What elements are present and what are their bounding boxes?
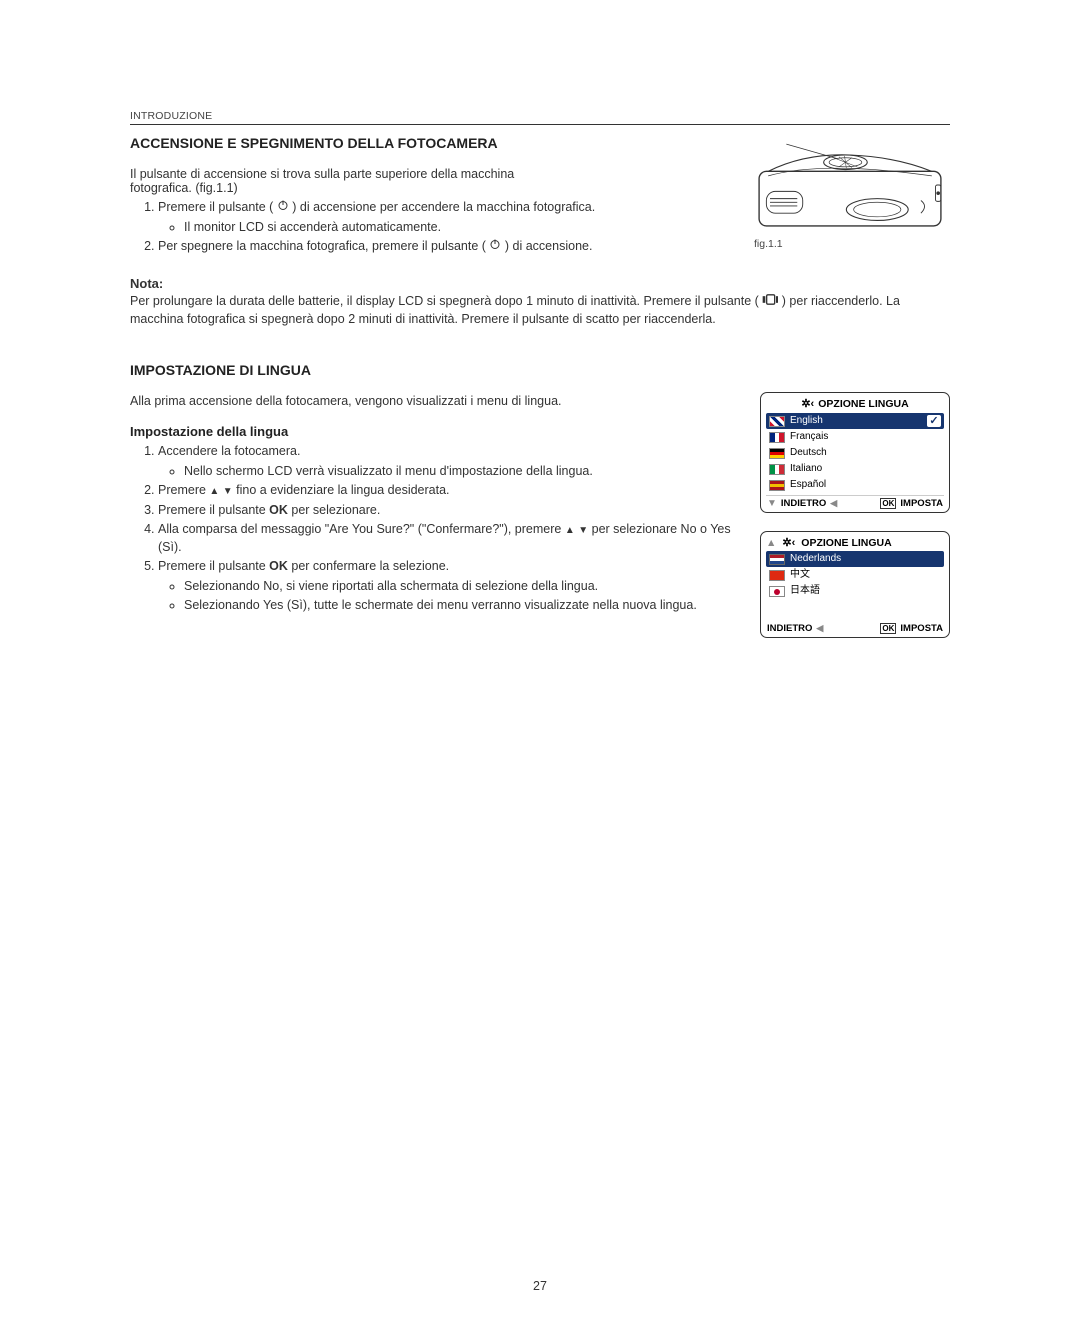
power-step-2: Per spegnere la macchina fotografica, pr… (158, 238, 736, 256)
lang-step-1: Accendere la fotocamera. Nello schermo L… (158, 443, 746, 480)
power-step-1: Premere il pulsante ( ) di accensione pe… (158, 199, 736, 236)
triangle-down-icon: ▼ (767, 498, 777, 509)
triangle-left-icon: ◀ (830, 498, 837, 509)
language-subheading: Impostazione della lingua (130, 424, 746, 439)
flag-cn-icon (769, 570, 785, 581)
display-icon (762, 293, 778, 311)
power-icon (277, 199, 289, 217)
triangle-down-icon: ▼ (223, 486, 233, 497)
lang-step-3: Premere il pulsante OK per selezionare. (158, 502, 746, 520)
lang-step-5-sub2: Selezionando Yes (Sì), tutte le schermat… (184, 597, 746, 615)
heading-power: ACCENSIONE E SPEGNIMENTO DELLA FOTOCAMER… (130, 135, 736, 151)
flag-jp-icon (769, 586, 785, 597)
lang-step-5-sub1: Selezionando No, si viene riportati alla… (184, 578, 746, 596)
menu-item-italiano[interactable]: Italiano (766, 461, 944, 477)
menu-item-japanese[interactable]: 日本語 (766, 583, 944, 599)
flag-nl-icon (769, 554, 785, 565)
ok-label: OK (269, 559, 288, 573)
gear-icon: ✲‹ (801, 397, 814, 410)
ok-badge-icon: OK (880, 623, 896, 634)
menu-item-nederlands[interactable]: Nederlands (766, 551, 944, 567)
power-icon (489, 238, 501, 256)
menu-item-espanol[interactable]: Español (766, 477, 944, 493)
section-rule (130, 124, 950, 125)
triangle-left-icon: ◀ (816, 623, 823, 634)
menu-item-chinese[interactable]: 中文 (766, 567, 944, 583)
menu-set-label[interactable]: IMPOSTA (900, 623, 943, 634)
flag-uk-icon (769, 416, 785, 427)
flag-de-icon (769, 448, 785, 459)
flag-es-icon (769, 480, 785, 491)
ok-label: OK (269, 503, 288, 517)
menu-item-francais[interactable]: Français (766, 429, 944, 445)
intro-line1: Il pulsante di accensione si trova sulla… (130, 167, 736, 181)
triangle-up-icon: ▲ (209, 486, 219, 497)
menu-title: OPZIONE LINGUA (818, 398, 908, 410)
menu-back-label[interactable]: INDIETRO (767, 623, 812, 634)
flag-it-icon (769, 464, 785, 475)
note-body: Per prolungare la durata delle batterie,… (130, 293, 950, 329)
lang-step-2: Premere ▲ ▼ fino a evidenziare la lingua… (158, 482, 746, 500)
note-block: Nota: Per prolungare la durata delle bat… (130, 276, 950, 329)
check-icon: ✓ (927, 415, 941, 427)
ok-badge-icon: OK (880, 498, 896, 509)
page-number: 27 (0, 1279, 1080, 1293)
figure-1-1-caption: fig.1.1 (754, 238, 950, 250)
menu-set-label[interactable]: IMPOSTA (900, 498, 943, 509)
triangle-up-icon: ▲ (766, 537, 776, 549)
heading-language: IMPOSTAZIONE DI LINGUA (130, 362, 746, 378)
intro-line2: fotografica. (fig.1.1) (130, 181, 736, 195)
language-intro: Alla prima accensione della fotocamera, … (130, 394, 746, 408)
menu-back-label[interactable]: INDIETRO (781, 498, 826, 509)
figure-1-1: fig.1.1 (750, 135, 950, 250)
gear-icon: ✲‹ (782, 536, 795, 549)
section-label: INTRODUZIONE (130, 110, 950, 122)
power-step-1-sub: Il monitor LCD si accenderà automaticame… (184, 219, 736, 237)
menu-title: OPZIONE LINGUA (801, 537, 891, 549)
triangle-up-icon: ▲ (565, 525, 575, 536)
lang-step-1-sub: Nello schermo LCD verrà visualizzato il … (184, 463, 746, 481)
lang-step-4: Alla comparsa del messaggio "Are You Sur… (158, 521, 746, 556)
language-menu-1: ✲‹ OPZIONE LINGUA English ✓ Français Deu… (760, 392, 950, 513)
lang-step-5: Premere il pulsante OK per confermare la… (158, 558, 746, 615)
note-title: Nota: (130, 276, 950, 291)
language-menu-2: ▲ ✲‹ OPZIONE LINGUA Nederlands 中文 日本語 (760, 531, 950, 638)
menu-item-deutsch[interactable]: Deutsch (766, 445, 944, 461)
triangle-down-icon: ▼ (578, 525, 588, 536)
menu-item-english[interactable]: English ✓ (766, 413, 944, 429)
flag-fr-icon (769, 432, 785, 443)
